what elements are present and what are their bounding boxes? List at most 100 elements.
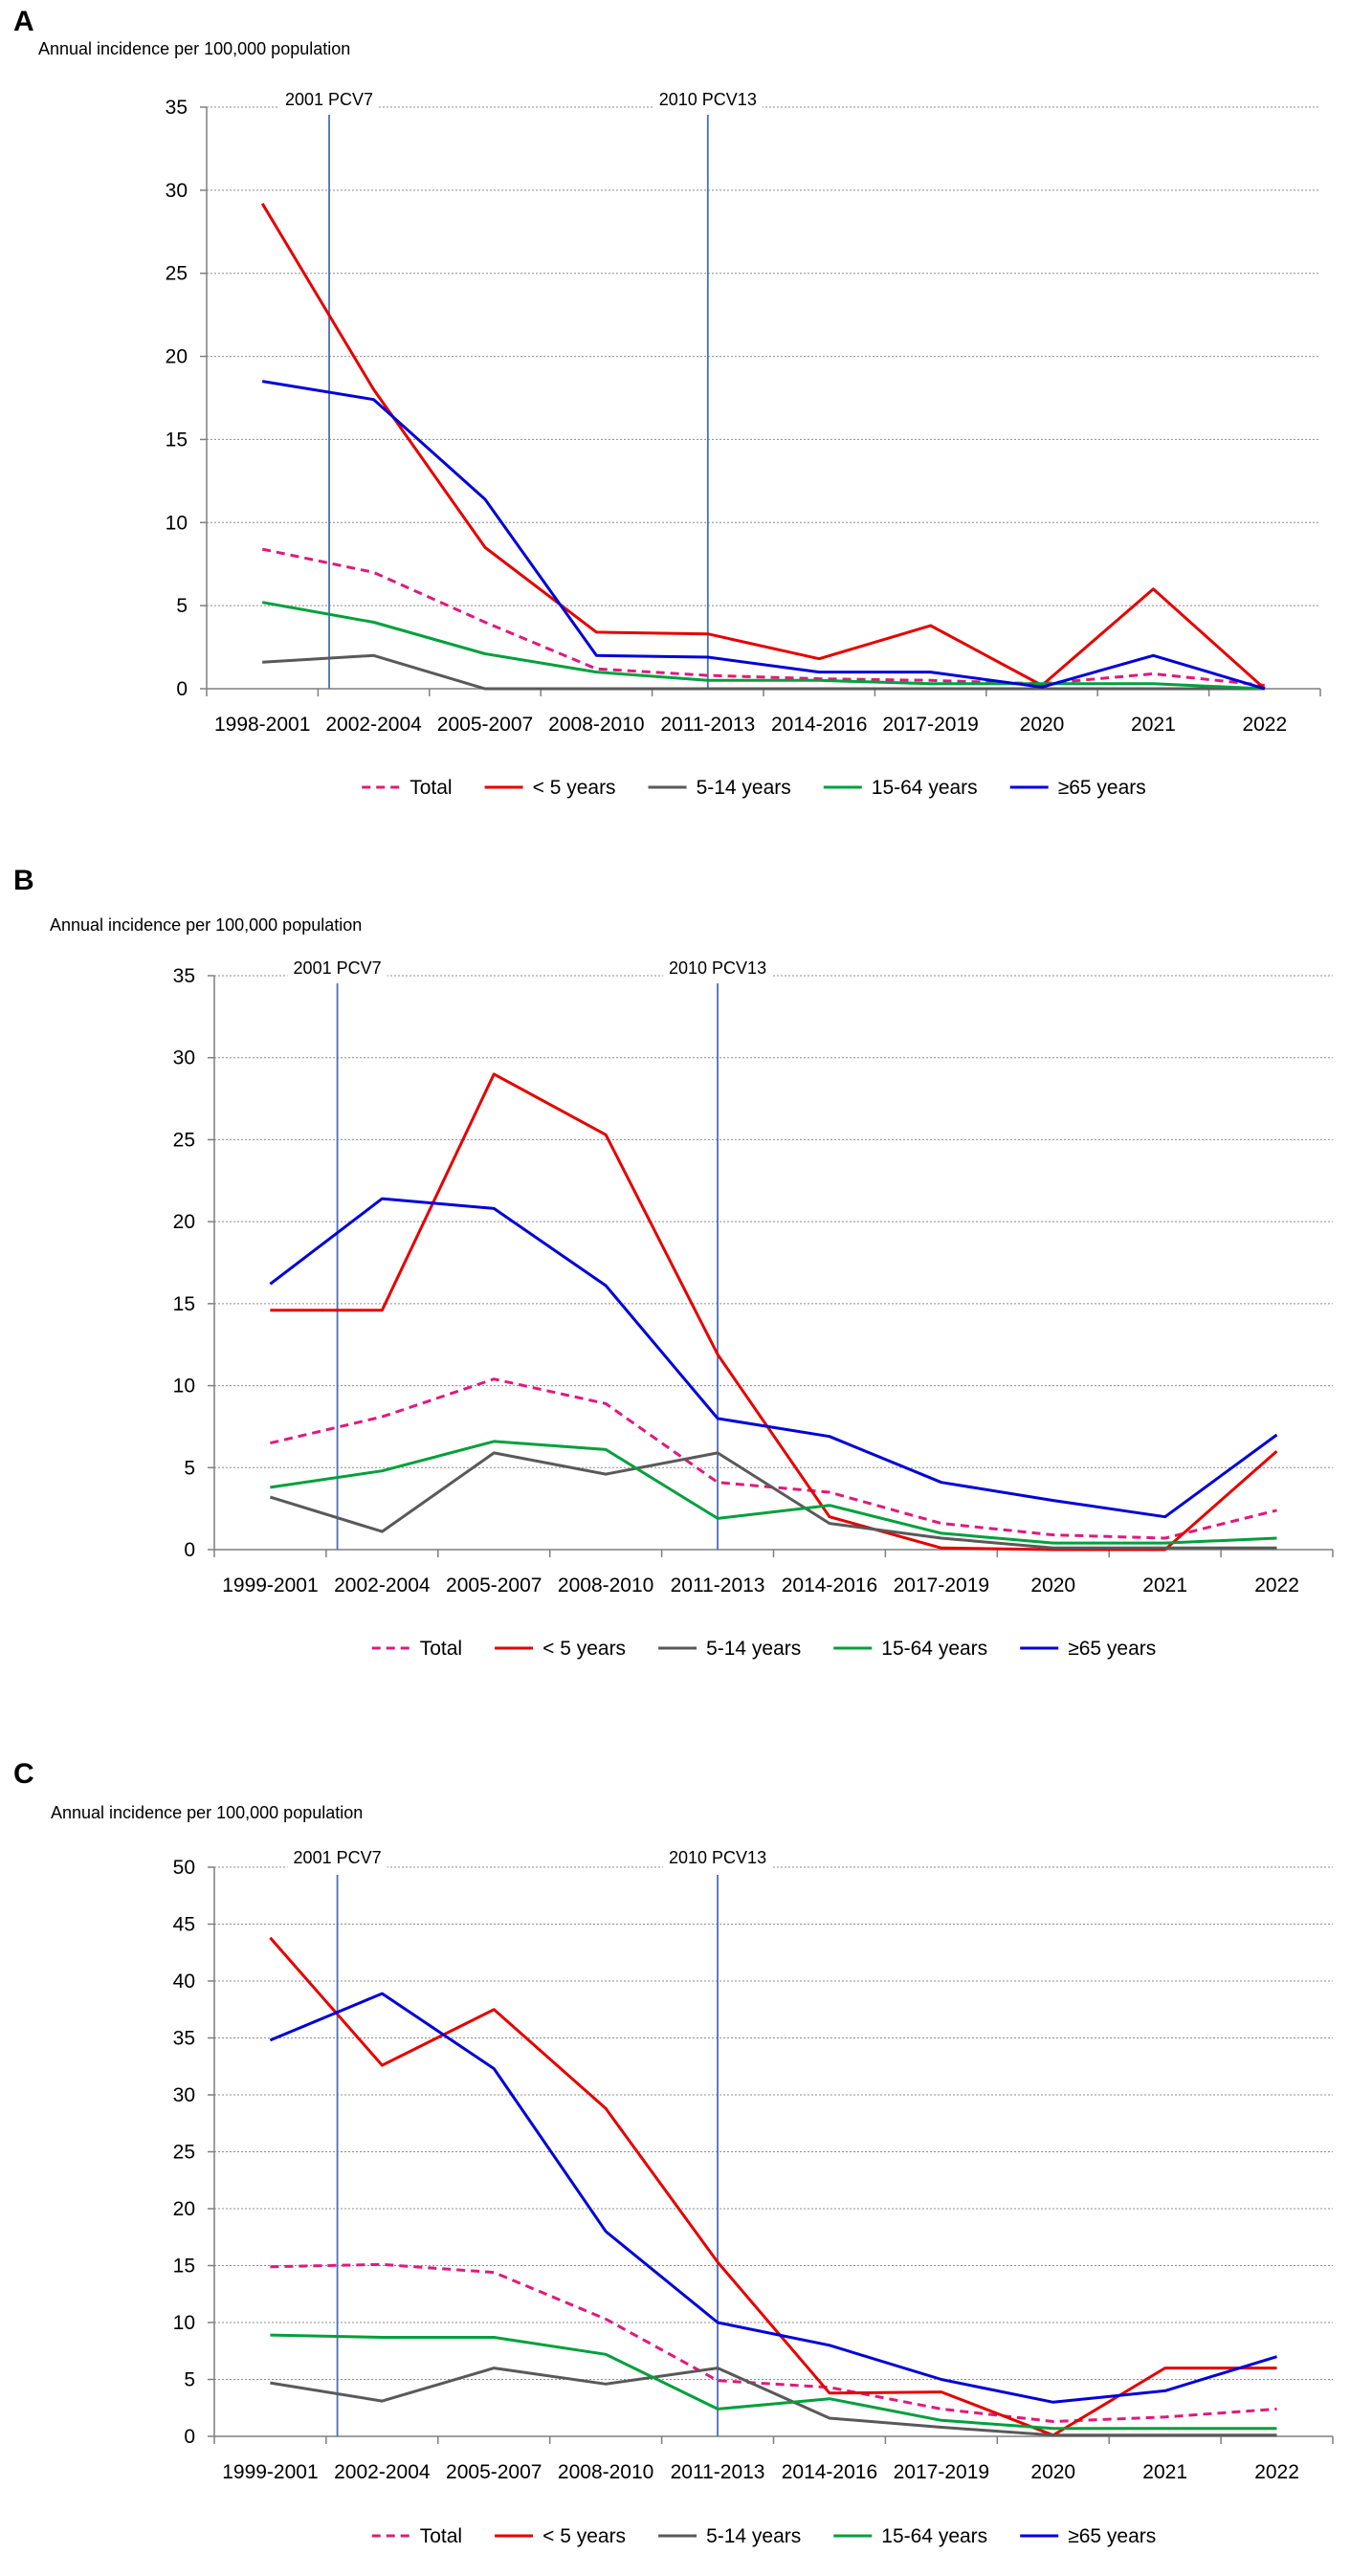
panel-c-y-tick-label: 10 (173, 2312, 195, 2334)
panel-c-y-tick-label: 30 (173, 2084, 195, 2106)
panel-a-legend: Total < 5 years 5-14 years 15-64 years ≥65 y… (362, 777, 1146, 799)
panel-a-legend-label-ge65-years: ≥65 years (1058, 777, 1146, 799)
panel-a-series-lt-5-years (260, 203, 1266, 691)
panel-b-x-tick-label: 2002-2004 (334, 1574, 431, 1596)
panel-b-x-tick-label: 2017-2019 (894, 1574, 989, 1596)
panel-a-label: A (13, 6, 34, 37)
panel-b-x-tick-label: 2011-2013 (671, 1574, 765, 1596)
panel-a-x-tick-label: 2022 (1242, 714, 1287, 736)
panel-c-intervention-label: 2001 PCV7 (294, 1848, 382, 1867)
panel-b-label: B (13, 865, 34, 896)
panel-c: C Annual incidence per 100,000 population… (0, 1749, 1350, 2576)
panel-c-y-tick-label: 5 (184, 2369, 195, 2391)
panel-a-y-tick-label: 5 (176, 595, 188, 617)
panel-a-legend-label-5-14-years: 5-14 years (697, 777, 791, 799)
panel-b-legend-label-total: Total (420, 1638, 462, 1660)
panel-a-x-tick-label: 2021 (1131, 714, 1176, 736)
panel-c-chart: C Annual incidence per 100,000 population… (13, 1758, 1334, 2547)
panel-a-x-tick-label: 1998-2001 (214, 714, 310, 736)
panel-c-series-15-64-years (270, 2333, 1277, 2431)
panel-c-y-tick-label: 40 (173, 1971, 195, 1993)
panel-a-series-15-64-years (261, 601, 1265, 691)
panel-c-y-tick-label: 45 (173, 1914, 195, 1936)
panel-a-y-axis-label: Annual incidence per 100,000 population (38, 39, 350, 58)
panel-b-legend-label-5-14-years: 5-14 years (706, 1638, 801, 1660)
panel-a-y-tick-label: 15 (166, 429, 188, 451)
panel-c-intervention-label: 2010 PCV13 (669, 1848, 766, 1867)
panel-c-x-tick-label: 2020 (1030, 2461, 1075, 2483)
panel-c-legend-label-lt-5-years: < 5 years (542, 2525, 626, 2547)
panel-c-y-tick-label: 25 (173, 2142, 195, 2164)
panel-b-x-tick-label: 2005-2007 (446, 1574, 542, 1596)
panel-a-series-5-14-years (262, 653, 1265, 691)
panel-c-x-tick-label: 2011-2013 (671, 2461, 765, 2483)
panel-a-legend-label-15-64-years: 15-64 years (872, 777, 978, 799)
panel-a: A Annual incidence per 100,000 population… (0, 0, 1350, 832)
panel-b-chart: B Annual incidence per 100,000 population… (13, 865, 1334, 1660)
panel-b-legend: Total < 5 years 5-14 years 15-64 years ≥65 y… (371, 1638, 1156, 1660)
panel-c-x-tick-label: 2014-2016 (782, 2461, 877, 2483)
panel-b-series-5-14-years (269, 1451, 1277, 1550)
panel-b-x-tick-label: 2020 (1030, 1574, 1075, 1596)
panel-b-y-tick-label: 10 (173, 1376, 195, 1398)
panel-c-legend-label-5-14-years: 5-14 years (706, 2525, 801, 2547)
panel-b-intervention-label: 2010 PCV13 (669, 958, 766, 978)
panel-c-x-tick-label: 2005-2007 (446, 2461, 542, 2483)
panel-a-x-tick-label: 2017-2019 (882, 714, 978, 736)
panel-a-legend-label-lt-5-years: < 5 years (533, 777, 616, 799)
panel-a-y-tick-label: 10 (166, 512, 188, 534)
panel-b-y-tick-label: 15 (173, 1293, 195, 1315)
panel-b-series-total (270, 1377, 1277, 1540)
panel-b-intervention-label: 2001 PCV7 (294, 958, 382, 978)
panel-a-legend-label-total: Total (409, 777, 452, 799)
panel-b-series-lt-5-years (270, 1072, 1278, 1552)
panel-b-legend-label-15-64-years: 15-64 years (881, 1638, 987, 1660)
panel-a-series-ge65-years (261, 380, 1266, 691)
panel-b-intervention-label-bg (663, 957, 773, 980)
panel-c-y-tick-label: 0 (184, 2426, 195, 2448)
panel-c-label: C (13, 1758, 34, 1790)
panel-c-x-tick-label: 1999-2001 (222, 2461, 318, 2483)
panel-b-y-tick-label: 35 (173, 965, 195, 987)
panel-b-series-ge65-years (269, 1197, 1278, 1519)
panel-b-y-axis-label: Annual incidence per 100,000 population (50, 915, 362, 935)
panel-b-y-tick-label: 25 (173, 1129, 195, 1151)
panel-c-x-tick-label: 2021 (1142, 2461, 1187, 2483)
panel-c-intervention-label-bg (287, 1846, 387, 1869)
panel-c-y-tick-label: 20 (173, 2198, 195, 2220)
panel-c-series-lt-5-years (269, 1936, 1277, 2437)
panel-a-x-tick-label: 2011-2013 (660, 714, 755, 736)
panel-b-y-tick-label: 30 (173, 1047, 195, 1069)
panel-a-x-tick-label: 2014-2016 (771, 714, 867, 736)
panel-c-y-tick-label: 35 (173, 2028, 195, 2050)
panel-b-x-tick-label: 2008-2010 (558, 1574, 653, 1596)
panel-a-intervention-label-bg (279, 88, 380, 111)
panel-c-y-tick-label: 15 (173, 2256, 195, 2278)
panel-c-x-tick-label: 2017-2019 (894, 2461, 989, 2483)
panel-c-series-ge65-years (269, 1992, 1277, 2404)
panel-c-legend-label-total: Total (420, 2525, 462, 2547)
panel-a-intervention-label-bg (653, 88, 763, 111)
panel-b-x-tick-label: 2022 (1254, 1574, 1299, 1596)
panel-b-x-tick-label: 1999-2001 (222, 1574, 318, 1596)
panel-b-legend-label-ge65-years: ≥65 years (1068, 1638, 1156, 1660)
panel-c-x-tick-label: 2002-2004 (334, 2461, 431, 2483)
panel-c-series-5-14-years (270, 2367, 1277, 2437)
panel-b-x-tick-label: 2021 (1142, 1574, 1187, 1596)
panel-b-legend-label-lt-5-years: < 5 years (542, 1638, 626, 1660)
panel-a-x-tick-label: 2020 (1020, 714, 1065, 736)
panel-c-x-tick-label: 2008-2010 (558, 2461, 653, 2483)
panel-a-y-tick-label: 35 (166, 97, 188, 119)
panel-c-intervention-label-bg (663, 1846, 773, 1869)
panel-c-y-axis-label: Annual incidence per 100,000 population (51, 1803, 363, 1822)
panel-a-intervention-label: 2010 PCV13 (659, 90, 757, 109)
panel-c-legend-label-ge65-years: ≥65 years (1068, 2525, 1156, 2547)
panel-a-x-tick-label: 2005-2007 (437, 714, 533, 736)
panel-b-y-tick-label: 20 (173, 1211, 195, 1233)
panel-a-x-tick-label: 2002-2004 (325, 714, 422, 736)
panel-a-y-tick-label: 20 (166, 346, 188, 368)
panel-a-intervention-label: 2001 PCV7 (285, 90, 373, 109)
panel-b-y-tick-label: 5 (184, 1457, 195, 1479)
panel-b: B Annual incidence per 100,000 population… (0, 861, 1350, 1703)
